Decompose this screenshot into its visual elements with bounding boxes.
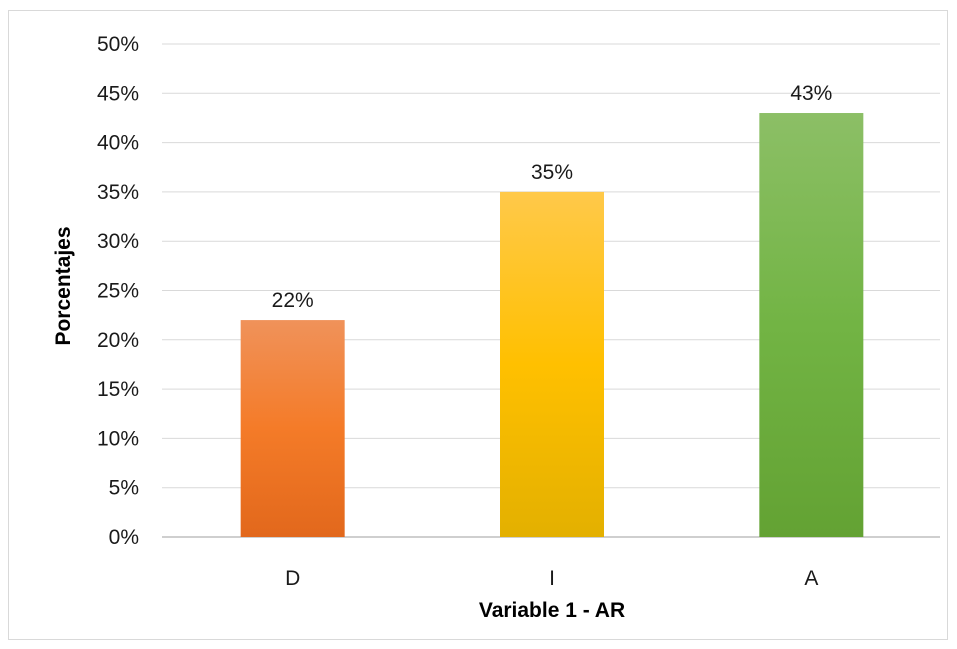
y-tick-label: 50% — [97, 33, 139, 56]
data-label-i: 35% — [531, 161, 573, 184]
y-tick-label: 30% — [97, 230, 139, 253]
x-tick-label: D — [285, 567, 300, 590]
y-tick-label: 20% — [97, 329, 139, 352]
bar-a — [759, 113, 863, 537]
x-tick-label: I — [549, 567, 555, 590]
x-tick-label: A — [804, 567, 818, 590]
y-axis-tick-labels: 0% 5% 10% 15% 20% 25% 30% 35% 40% 45% 50% — [97, 33, 139, 549]
y-tick-label: 35% — [97, 181, 139, 204]
y-tick-label: 5% — [109, 477, 139, 500]
y-tick-label: 0% — [109, 526, 139, 549]
y-axis-title: Porcentajes — [52, 226, 75, 345]
y-tick-label: 25% — [97, 280, 139, 303]
data-label-d: 22% — [272, 289, 314, 312]
bar-i — [500, 192, 604, 537]
y-tick-label: 10% — [97, 427, 139, 450]
data-label-a: 43% — [790, 82, 832, 105]
y-tick-label: 40% — [97, 132, 139, 155]
x-axis-title: Variable 1 - AR — [479, 599, 625, 622]
bar-d — [241, 320, 345, 537]
y-tick-label: 45% — [97, 82, 139, 105]
y-tick-label: 15% — [97, 378, 139, 401]
